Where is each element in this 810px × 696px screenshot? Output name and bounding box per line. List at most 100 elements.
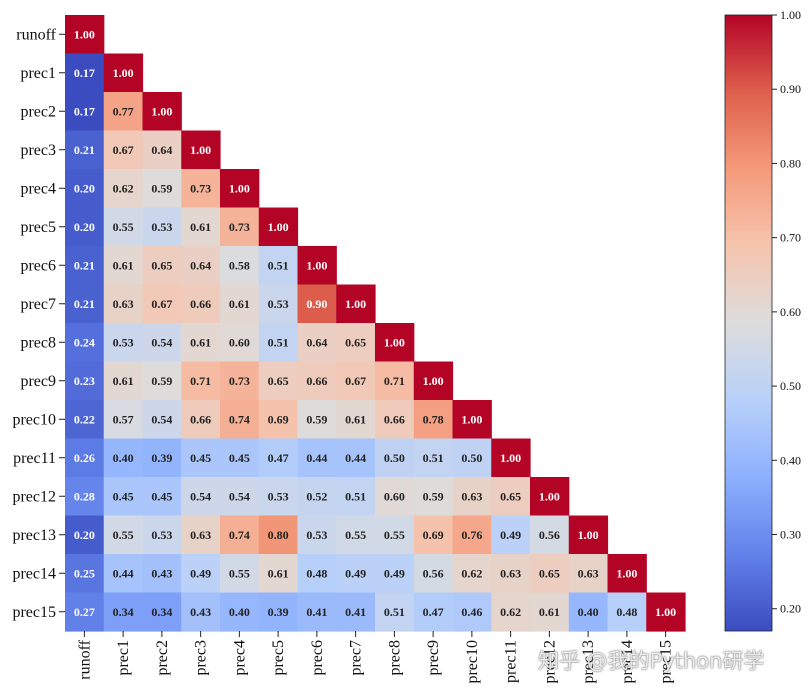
cell-prec8-prec6: [297, 323, 337, 363]
cell-label-prec10-prec10: 1.00: [461, 412, 482, 426]
cell-prec12-prec3: [181, 477, 221, 517]
cell-label-prec11-prec4: 0.45: [229, 451, 250, 465]
cell-prec7-prec6: [297, 284, 337, 324]
cell-prec15-prec6: [297, 592, 337, 632]
cell-label-prec1-prec1: 1.00: [113, 66, 134, 80]
cell-prec14-prec5: [258, 554, 299, 594]
cell-label-prec9-prec1: 0.61: [113, 374, 134, 388]
cell-prec11-prec2: [142, 438, 182, 478]
cell-label-prec13-prec12: 0.56: [539, 528, 560, 542]
cell-label-prec14-prec14: 1.00: [616, 566, 637, 580]
cell-prec6-runoff: [65, 246, 105, 286]
cell-label-prec3-prec2: 0.64: [151, 143, 172, 157]
cell-prec9-prec4: [220, 361, 260, 401]
cell-prec13-prec10: [452, 515, 492, 555]
x-tick-label: runoff: [76, 639, 93, 679]
cell-label-prec15-runoff: 0.27: [74, 605, 95, 619]
cell-prec6-prec3: [181, 246, 221, 286]
cell-prec9-prec3: [181, 361, 221, 401]
cell-label-prec12-prec7: 0.51: [345, 489, 366, 503]
cell-label-prec6-prec4: 0.58: [229, 258, 250, 272]
cell-label-prec15-prec8: 0.51: [384, 605, 405, 619]
cell-label-prec15-prec1: 0.34: [113, 605, 134, 619]
cell-label-prec10-prec2: 0.54: [151, 412, 172, 426]
cell-label-prec8-prec1: 0.53: [113, 335, 134, 349]
colorbar-tick-label: 0.90: [780, 82, 801, 96]
cell-label-prec15-prec7: 0.41: [345, 605, 366, 619]
cell-label-prec11-prec10: 0.50: [461, 451, 482, 465]
cell-prec12-prec8: [375, 477, 415, 517]
heatmap-cells: 1.00 0.17 1.00 0.17 0.77 1.00 0.21 0.67 0.64 1.00…: [65, 15, 686, 632]
cell-prec10-prec2: [142, 400, 182, 440]
cell-label-prec9-prec7: 0.67: [345, 374, 366, 388]
cell-label-prec1-runoff: 0.17: [74, 66, 95, 80]
cell-prec14-prec7: [336, 554, 376, 594]
cell-label-prec8-prec8: 1.00: [384, 335, 405, 349]
cell-prec8-prec3: [181, 323, 221, 363]
cell-label-prec14-prec5: 0.61: [268, 566, 289, 580]
cell-prec2-runoff: [65, 92, 105, 132]
cell-prec11-prec10: [452, 438, 492, 478]
cell-prec7-prec1: [103, 284, 144, 324]
cell-prec12-prec1: [103, 477, 144, 517]
cell-label-prec13-prec6: 0.53: [306, 528, 327, 542]
cell-label-prec12-prec8: 0.60: [384, 489, 405, 503]
cell-prec5-prec4: [220, 207, 260, 247]
watermark: 知乎 @我的Python研学: [538, 649, 765, 673]
cell-label-prec10-prec7: 0.61: [345, 412, 366, 426]
cell-label-prec11-prec8: 0.50: [384, 451, 405, 465]
cell-prec1-runoff: [65, 53, 105, 93]
cell-prec7-prec2: [142, 284, 182, 324]
cell-label-prec5-prec1: 0.55: [113, 220, 134, 234]
cell-prec4-prec1: [103, 169, 144, 209]
cell-label-prec11-prec11: 1.00: [500, 451, 521, 465]
cell-prec14-prec11: [491, 554, 531, 594]
y-tick-label: prec14: [12, 565, 56, 582]
x-tick-label: prec5: [270, 640, 287, 676]
cell-prec13-prec11: [491, 515, 531, 555]
cell-label-prec2-prec1: 0.77: [113, 104, 134, 118]
y-tick-label: prec4: [20, 180, 56, 197]
cell-label-prec5-prec3: 0.61: [190, 220, 211, 234]
x-tick-label: prec9: [425, 640, 442, 676]
cell-prec15-prec3: [181, 592, 221, 632]
cell-label-prec12-runoff: 0.28: [74, 489, 95, 503]
cell-prec5-prec5: [258, 207, 299, 247]
cell-label-prec11-prec9: 0.51: [423, 451, 444, 465]
cell-label-prec13-prec1: 0.55: [113, 528, 134, 542]
cell-label-prec12-prec9: 0.59: [423, 489, 444, 503]
cell-label-prec13-prec9: 0.69: [423, 528, 444, 542]
colorbar-tick-label: 0.40: [780, 453, 801, 467]
colorbar-tick-label: 0.20: [780, 602, 801, 616]
y-axis: runoff prec1 prec2 prec3 prec4 prec5 prec6 prec…: [12, 26, 65, 621]
cell-label-prec11-prec1: 0.40: [113, 451, 134, 465]
cell-prec12-prec6: [297, 477, 337, 517]
cell-prec10-prec9: [413, 400, 454, 440]
cell-prec13-prec7: [336, 515, 376, 555]
y-tick-label: prec13: [12, 527, 56, 544]
y-tick-label: prec8: [20, 334, 56, 351]
cell-label-prec4-runoff: 0.20: [74, 181, 95, 195]
cell-prec15-prec15: [646, 592, 686, 632]
cell-label-prec6-prec2: 0.65: [151, 258, 172, 272]
cell-label-prec15-prec15: 1.00: [655, 605, 676, 619]
y-tick-label: prec1: [20, 65, 56, 82]
cell-label-prec11-prec2: 0.39: [151, 451, 172, 465]
cell-label-prec14-prec2: 0.43: [151, 566, 172, 580]
cell-prec12-prec7: [336, 477, 376, 517]
y-tick-label: runoff: [16, 26, 56, 43]
cell-label-prec10-runoff: 0.22: [74, 412, 95, 426]
cell-label-prec4-prec1: 0.62: [113, 181, 134, 195]
y-tick-label: prec11: [13, 450, 56, 467]
x-tick-label: prec7: [348, 640, 365, 676]
cell-prec15-prec10: [452, 592, 492, 632]
cell-prec5-prec2: [142, 207, 182, 247]
cell-label-prec8-prec4: 0.60: [229, 335, 250, 349]
x-tick-label: prec6: [309, 640, 326, 676]
cell-label-prec13-prec8: 0.55: [384, 528, 405, 542]
cell-prec14-prec4: [220, 554, 260, 594]
cell-label-prec9-prec4: 0.73: [229, 374, 250, 388]
cell-label-prec14-runoff: 0.25: [74, 566, 95, 580]
colorbar-tick-label: 0.50: [780, 379, 801, 393]
